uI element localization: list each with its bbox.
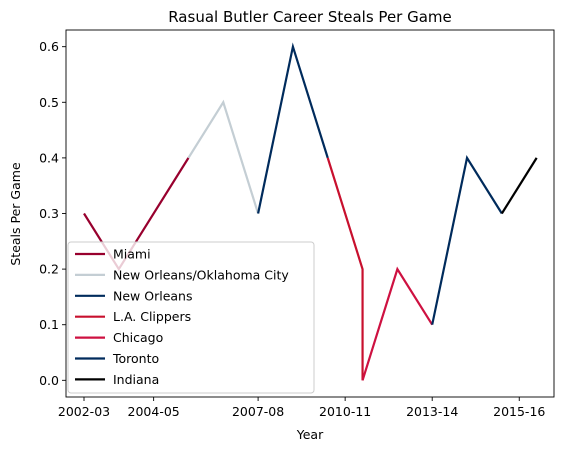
legend-label: L.A. Clippers: [113, 309, 191, 324]
legend-label: Miami: [113, 247, 151, 262]
y-axis-ticks: 0.0 0.1 0.2 0.3 0.4 0.5 0.6: [39, 39, 66, 388]
y-tick-label: 0.6: [39, 39, 59, 54]
legend-label: New Orleans: [113, 288, 192, 303]
x-tick-label: 2015-16: [493, 404, 545, 419]
series-line-6: [500, 157, 538, 215]
x-axis-ticks: 2002-03 2004-05 2007-08 2010-11 2013-14 2015-…: [58, 397, 545, 419]
chart-title: Rasual Butler Career Steals Per Game: [168, 8, 452, 26]
x-axis-label: Year: [296, 427, 324, 442]
legend-label: New Orleans/Oklahoma City: [113, 267, 289, 282]
series-line-5: [431, 154, 503, 325]
x-tick-label: 2007-08: [232, 404, 284, 419]
x-tick-label: 2013-14: [406, 404, 458, 419]
series-line-4: [361, 266, 434, 381]
x-tick-label: 2002-03: [58, 404, 110, 419]
y-tick-label: 0.1: [39, 317, 59, 332]
y-tick-label: 0.5: [39, 95, 59, 110]
legend-box: [67, 241, 315, 394]
y-axis-label: Steals Per Game: [8, 162, 23, 266]
y-tick-label: 0.0: [39, 373, 59, 388]
legend: Miami New Orleans/Oklahoma City New Orlean…: [67, 241, 315, 394]
series-line-3: [326, 157, 364, 381]
y-tick-label: 0.4: [39, 150, 59, 165]
y-tick-label: 0.3: [39, 206, 59, 221]
x-tick-label: 2010-11: [319, 404, 371, 419]
legend-label: Indiana: [113, 372, 159, 387]
series-line-1: [187, 99, 260, 214]
y-tick-label: 0.2: [39, 262, 59, 277]
series-layer: [83, 42, 538, 381]
x-tick-label: 2004-05: [128, 404, 180, 419]
series-line-2: [257, 42, 329, 214]
legend-label: Toronto: [112, 351, 159, 366]
legend-label: Chicago: [113, 330, 163, 345]
